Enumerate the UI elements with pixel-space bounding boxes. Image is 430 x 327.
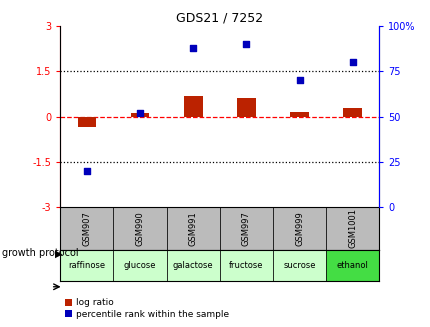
Bar [60, 250, 113, 281]
Bar [113, 207, 166, 250]
Bar [166, 207, 219, 250]
Bar [326, 207, 378, 250]
Bar [326, 250, 378, 281]
Point [295, 78, 302, 83]
Bar [289, 112, 308, 117]
Bar [272, 250, 326, 281]
Text: fructose: fructose [229, 261, 263, 270]
Point [136, 111, 143, 116]
Text: sucrose: sucrose [283, 261, 315, 270]
Text: GSM990: GSM990 [135, 211, 144, 246]
Bar [219, 207, 272, 250]
Text: ethanol: ethanol [336, 261, 368, 270]
Bar [166, 250, 219, 281]
Text: growth protocol: growth protocol [2, 249, 79, 258]
Text: GSM997: GSM997 [241, 211, 250, 246]
Bar [113, 250, 166, 281]
Bar [60, 207, 113, 250]
Legend: log ratio, percentile rank within the sample: log ratio, percentile rank within the sa… [64, 298, 228, 319]
Text: GSM907: GSM907 [82, 211, 91, 246]
Text: GSM1001: GSM1001 [347, 209, 356, 249]
Bar [343, 108, 361, 117]
Bar [130, 113, 149, 117]
Text: galactose: galactose [172, 261, 213, 270]
Bar [219, 250, 272, 281]
Bar [272, 207, 326, 250]
Point [189, 45, 196, 50]
Text: raffinose: raffinose [68, 261, 105, 270]
Bar [77, 117, 96, 127]
Point [348, 60, 355, 65]
Text: ▶: ▶ [55, 249, 62, 258]
Text: glucose: glucose [123, 261, 156, 270]
Point [83, 168, 90, 174]
Bar [184, 95, 202, 117]
Text: GSM999: GSM999 [295, 211, 303, 246]
Title: GDS21 / 7252: GDS21 / 7252 [176, 12, 263, 25]
Bar [237, 98, 255, 117]
Point [243, 42, 249, 47]
Text: GSM991: GSM991 [188, 211, 197, 246]
